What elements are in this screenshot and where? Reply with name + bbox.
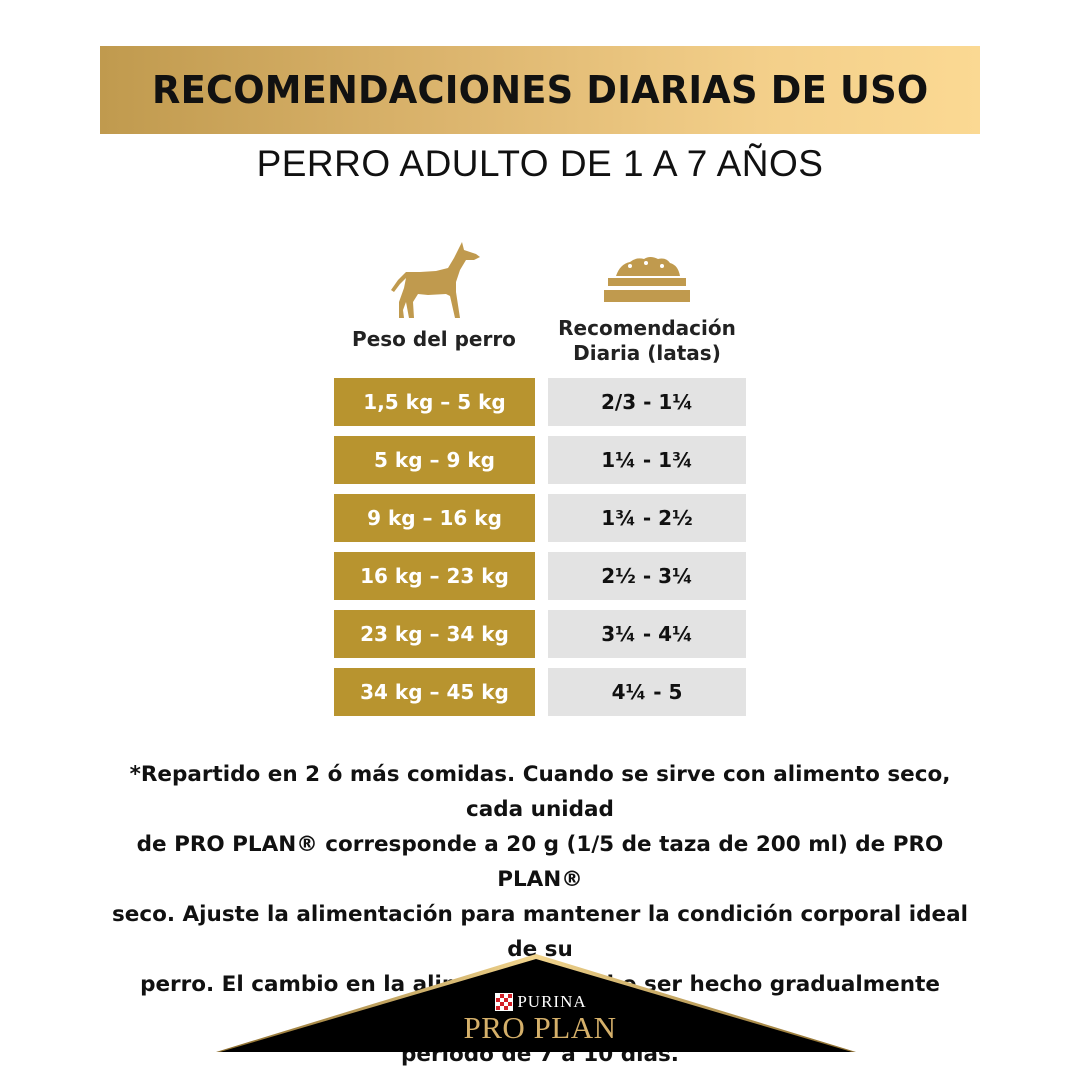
weight-cell: 9 kg – 16 kg xyxy=(334,494,535,542)
checkerboard-icon xyxy=(495,993,514,1011)
food-bowl-icon xyxy=(604,257,690,302)
column-header-weight: Peso del perro xyxy=(352,327,516,351)
recommendation-cell: 3¼ - 4¼ xyxy=(548,610,746,658)
recommendation-cell: 2½ - 3¼ xyxy=(548,552,746,600)
weight-cell: 23 kg – 34 kg xyxy=(334,610,535,658)
note-line: *Repartido en 2 ó más comidas. Cuando se… xyxy=(129,762,951,822)
note-line: seco. Ajuste la alimentación para manten… xyxy=(111,902,968,962)
table-row: 23 kg – 34 kg 3¼ - 4¼ xyxy=(334,610,746,658)
column-header-rec-line2: Diaria (latas) xyxy=(573,341,721,365)
dog-icon xyxy=(391,242,480,318)
page-subtitle: PERRO ADULTO DE 1 A 7 AÑOS xyxy=(256,143,824,184)
column-header-recommendation: Recomendación Diaria (latas) xyxy=(548,316,746,366)
recommendation-cell: 4¼ - 5 xyxy=(548,668,746,716)
proplan-logo: PRO PLAN xyxy=(463,1010,617,1045)
recommendation-cell: 1¼ - 1¾ xyxy=(548,436,746,484)
note-line: de PRO PLAN® corresponde a 20 g (1/5 de … xyxy=(136,832,944,892)
table-row: 5 kg – 9 kg 1¼ - 1¾ xyxy=(334,436,746,484)
recommendation-cell: 1¾ - 2½ xyxy=(548,494,746,542)
table-row: 9 kg – 16 kg 1¾ - 2½ xyxy=(334,494,746,542)
brand-banner xyxy=(216,954,856,1052)
page-title: RECOMENDACIONES DIARIAS DE USO xyxy=(151,68,929,112)
weight-cell: 34 kg – 45 kg xyxy=(334,668,535,716)
title-banner: RECOMENDACIONES DIARIAS DE USO xyxy=(100,46,980,134)
table-row: 34 kg – 45 kg 4¼ - 5 xyxy=(334,668,746,716)
weight-cell: 1,5 kg – 5 kg xyxy=(334,378,535,426)
weight-cell: 5 kg – 9 kg xyxy=(334,436,535,484)
recommendation-cell: 2/3 - 1¼ xyxy=(548,378,746,426)
purina-wordmark: PURINA xyxy=(517,992,587,1011)
table-row: 16 kg – 23 kg 2½ - 3¼ xyxy=(334,552,746,600)
column-header-rec-line1: Recomendación xyxy=(558,316,736,340)
weight-cell: 16 kg – 23 kg xyxy=(334,552,535,600)
table-row: 1,5 kg – 5 kg 2/3 - 1¼ xyxy=(334,378,746,426)
purina-logo: PURINA xyxy=(486,992,596,1012)
